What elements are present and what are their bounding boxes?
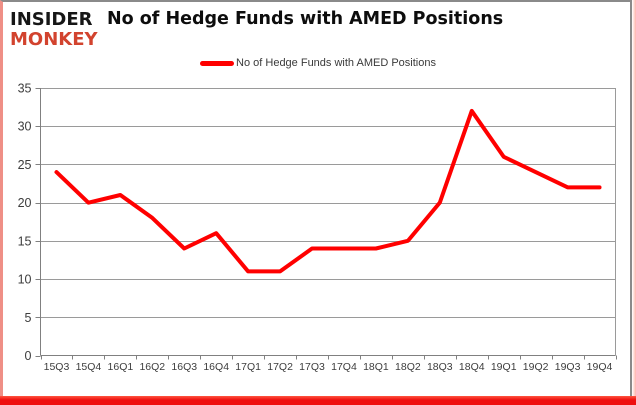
y-tick-label: 10 bbox=[18, 273, 32, 287]
legend-line-swatch bbox=[200, 60, 235, 66]
x-tick-label: 19Q2 bbox=[523, 361, 549, 373]
x-tick-label: 18Q1 bbox=[363, 361, 389, 373]
legend: No of Hedge Funds with AMED Positions bbox=[0, 57, 636, 69]
x-tick-label: 19Q4 bbox=[587, 361, 613, 373]
y-axis-labels: 0 5 10 15 20 25 30 35 bbox=[18, 82, 32, 364]
x-tick-label: 17Q4 bbox=[331, 361, 357, 373]
x-tick-label: 19Q3 bbox=[555, 361, 581, 373]
series-line bbox=[54, 108, 602, 274]
y-tick-label: 35 bbox=[18, 82, 32, 96]
y-tick-label: 5 bbox=[25, 311, 32, 325]
x-tick-label: 15Q3 bbox=[44, 361, 70, 373]
y-tick-label: 25 bbox=[18, 158, 32, 172]
axes bbox=[35, 88, 617, 360]
x-tick-label: 17Q2 bbox=[267, 361, 293, 373]
y-tick-label: 0 bbox=[25, 349, 32, 363]
x-tick-label: 15Q4 bbox=[76, 361, 102, 373]
x-tick-label: 18Q3 bbox=[427, 361, 453, 373]
x-axis-labels: 15Q3 15Q4 16Q1 16Q2 16Q3 16Q4 17Q1 17Q2 17Q3 17Q4… bbox=[44, 361, 613, 373]
logo-text-monkey: MONKEY bbox=[10, 29, 98, 50]
x-tick-label: 17Q3 bbox=[299, 361, 325, 373]
y-tick-label: 30 bbox=[18, 120, 32, 134]
y-tick-label: 15 bbox=[18, 234, 32, 248]
x-tick-label: 19Q1 bbox=[491, 361, 517, 373]
frame-right-glow bbox=[632, 0, 636, 396]
legend-label: No of Hedge Funds with AMED Positions bbox=[236, 57, 436, 69]
x-tick-label: 17Q1 bbox=[235, 361, 261, 373]
x-tick-label: 18Q4 bbox=[459, 361, 485, 373]
gridlines bbox=[40, 88, 616, 318]
x-tick-label: 16Q3 bbox=[171, 361, 197, 373]
chart-title: No of Hedge Funds with AMED Positions bbox=[107, 9, 504, 29]
x-tick-label: 16Q2 bbox=[139, 361, 165, 373]
y-tick-label: 20 bbox=[18, 196, 32, 210]
x-tick-label: 18Q2 bbox=[395, 361, 421, 373]
insider-monkey-logo: INSIDER MONKEY bbox=[10, 11, 98, 49]
x-tick-label: 16Q4 bbox=[203, 361, 229, 373]
frame-bottom-red-bar bbox=[0, 396, 636, 405]
logo-text-insider: INSIDER bbox=[10, 9, 93, 30]
x-tick-label: 16Q1 bbox=[108, 361, 134, 373]
